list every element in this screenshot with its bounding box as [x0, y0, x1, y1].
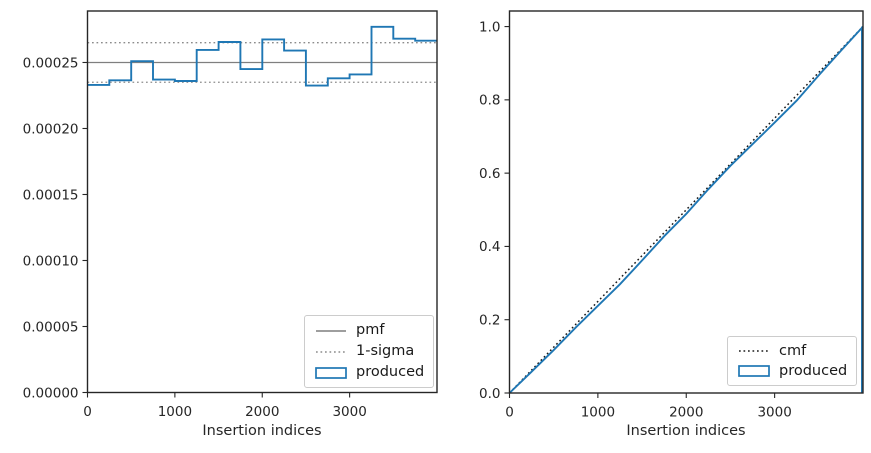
legend-item-cmf: cmf — [737, 341, 847, 361]
legend-rect-glyph — [315, 366, 347, 379]
xlabel-left: Insertion indices — [202, 423, 322, 439]
y-tick-label: 1.0 — [479, 19, 500, 35]
x-tick-label: 0 — [505, 405, 514, 421]
cmf-legend-marker — [739, 350, 769, 352]
y-tick-label: 0.6 — [479, 166, 500, 182]
axes-box — [508, 10, 864, 394]
axes-box — [86, 10, 438, 394]
x-tick-label: 0 — [83, 404, 92, 420]
legend-rect-glyph — [738, 365, 770, 377]
y-tick-label: 0.00020 — [23, 121, 79, 137]
legend-item-produced: produced — [737, 361, 847, 381]
y-tick-label: 0.00010 — [23, 253, 79, 269]
y-tick-label: 0.8 — [479, 93, 500, 109]
legend-label: cmf — [779, 342, 807, 359]
legend-label: pmf — [356, 322, 385, 339]
y-tick-label: 0.00000 — [23, 385, 79, 401]
y-tick-label: 0.00015 — [23, 187, 79, 203]
y-tick-label: 0.0 — [479, 386, 500, 402]
legend-item-produced: produced — [314, 362, 424, 383]
produced-steps — [87, 25, 437, 87]
y-tick-label: 0.2 — [479, 313, 500, 329]
x-tick-label: 2000 — [669, 405, 703, 421]
1-sigma-legend-marker — [316, 350, 346, 353]
produced-line — [508, 25, 864, 394]
legend-left: pmf 1-sigma produced — [304, 315, 435, 388]
legend-label: 1-sigma — [356, 343, 415, 360]
legend-right: cmf produced — [727, 336, 858, 386]
legend-item-1-sigma: 1-sigma — [314, 341, 424, 362]
x-tick-label: 2000 — [245, 404, 279, 420]
y-tick-label: 0.4 — [479, 239, 500, 255]
legend-label: produced — [356, 364, 425, 381]
pmf-legend-marker — [316, 329, 346, 332]
legend-item-pmf: pmf — [314, 320, 424, 341]
x-tick-label: 1000 — [581, 405, 615, 421]
y-tick-label: 0.00025 — [23, 55, 79, 71]
legend-label: produced — [779, 362, 848, 379]
x-tick-label: 1000 — [158, 404, 192, 420]
y-tick-label: 0.00005 — [23, 319, 79, 335]
produced-legend-marker — [738, 365, 770, 377]
cmf-line — [508, 26, 864, 394]
produced-legend-marker — [315, 366, 347, 379]
x-tick-label: 3000 — [332, 404, 366, 420]
xlabel-right: Insertion indices — [626, 423, 746, 439]
x-tick-label: 3000 — [757, 405, 791, 421]
